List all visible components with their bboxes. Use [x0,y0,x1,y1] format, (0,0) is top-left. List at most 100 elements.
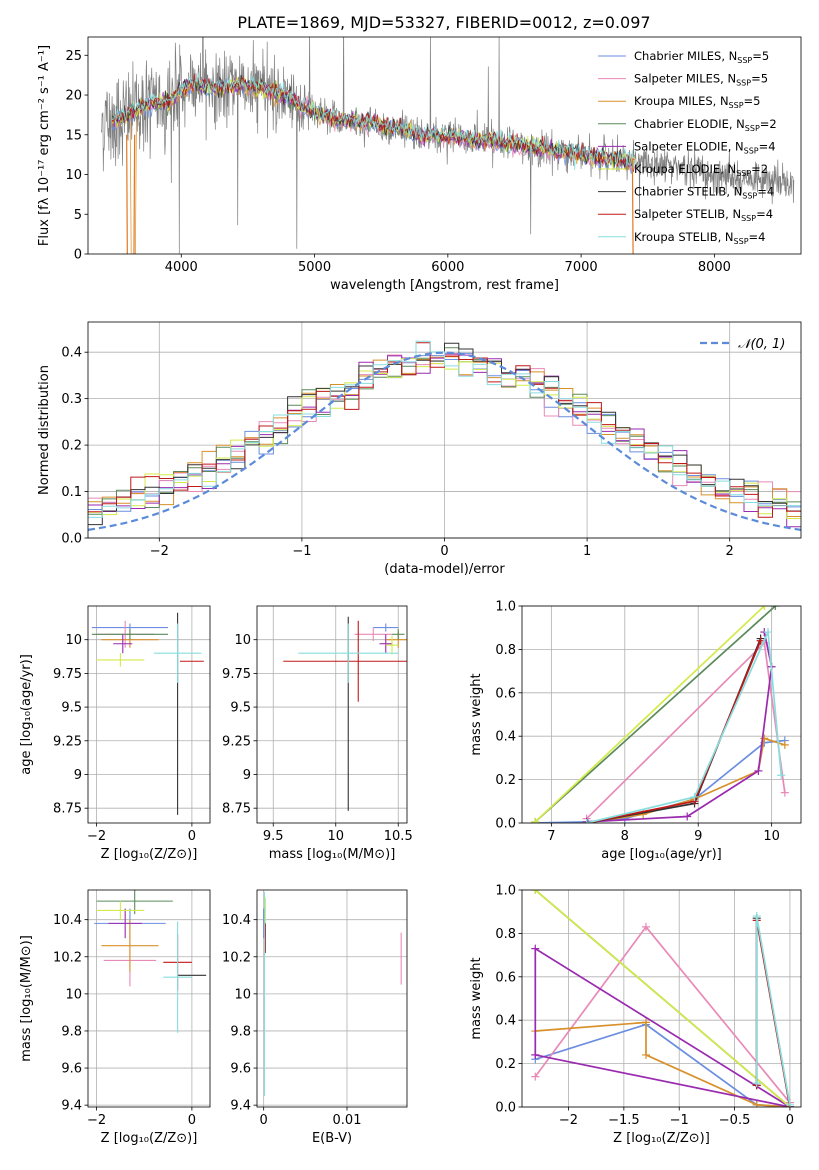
x-tick-label: 8 [621,829,629,844]
mass-weight-point [760,734,769,743]
y-tick-label: 9.25 [53,734,82,749]
mass-weight-line [534,606,776,823]
plot-area-mass_EBV [263,891,402,1096]
x-tick-label: 0 [188,829,196,844]
y-tick-label: 9.75 [53,667,82,682]
mass-weight-point [683,812,692,821]
axes-massweight_Z: −2 −1.5 −1 −0.5 0 0.0 0.2 0.4 0.6 0.8 1.0 Z [log₁₀(… [469,884,802,1146]
y-tick-label: 0.4 [61,346,82,361]
mass-weight-point [763,628,772,637]
y-tick-label: 10 [234,633,251,648]
mass-weight-point [780,788,789,797]
mass-weight-point [582,819,591,823]
residual-histogram [88,340,801,518]
model-edge-line [126,134,634,254]
legend-label: 𝒩(0, 1) [738,337,785,352]
y-tick-label: 9.75 [222,667,251,682]
mass-weight-line [586,628,783,823]
x-axis-label: age [log₁₀(age/yr)] [601,847,722,862]
legend-label: Salpeter MILES, NSSP=5 [634,72,768,88]
x-tick-label: 9.5 [263,829,284,844]
x-axis-label: mass [log₁₀(M/M⊙)] [269,847,396,862]
mass-weight-point [760,606,769,610]
model-spectrum-line [111,72,635,171]
mass-weight-point [642,1050,650,1059]
y-tick-label: 9 [74,768,82,783]
plot-area-massweight_Z [531,890,794,1107]
x-tick-label: 10 [327,829,344,844]
y-axis-label: mass weight [469,957,484,1039]
y-tick-label: 10 [65,633,82,648]
mass-weight-point [752,1100,761,1107]
legend-label: Kroupa ELODIE, NSSP=2 [634,162,768,178]
y-tick-label: 5 [74,208,82,223]
mass-weight-point [785,1100,794,1107]
y-tick-label: 9.5 [230,701,251,716]
x-tick-label: 0 [260,1113,268,1128]
spectrum-legend: Chabrier MILES, NSSP=5 Salpeter MILES, NS… [598,49,777,246]
y-tick-label: 25 [65,49,82,64]
axes-frame [256,605,408,824]
mass-weight-line [586,737,786,823]
axes-frame [87,605,211,824]
y-tick-label: 0.0 [61,532,82,547]
mass-weight-point [531,890,540,894]
axes-age_Z: −2 0 8.75 9 9.25 9.5 9.75 10 Z [log₁₀(Z/Z⊙)] age … [19,605,211,862]
mass-weight-line [534,606,765,823]
y-tick-label: 0.2 [61,439,82,454]
y-tick-label: 1.0 [495,884,516,899]
y-tick-label: 1.0 [495,600,516,615]
x-tick-label: 7000 [565,260,598,275]
y-tick-label: 10 [65,987,82,1002]
x-tick-label: −2 [150,544,169,559]
x-tick-label: 4000 [165,260,198,275]
axes-frame [87,36,802,255]
mass-weight-point [780,740,789,749]
plot-area-mass_Z [94,890,207,1033]
y-tick-label: 0.0 [495,817,516,832]
mass-weight-line [534,890,791,1107]
mass-weight-point [642,922,650,931]
x-tick-label: 0 [188,1113,196,1128]
x-tick-label: −2 [87,829,106,844]
y-axis-label: age [log₁₀(age/yr)] [19,654,34,775]
x-tick-label: 8000 [698,260,731,275]
mass-weight-point [752,912,761,921]
mass-weight-point [531,1072,540,1081]
y-tick-label: 9 [243,768,251,783]
x-axis-label: wavelength [Angstrom, rest frame] [330,278,559,293]
x-tick-label: 10 [763,829,780,844]
x-tick-label: 9 [694,829,702,844]
y-tick-label: 10 [234,987,251,1002]
y-tick-label: 10.4 [222,913,251,928]
axes-frame [521,889,802,1108]
x-tick-label: 1 [583,544,591,559]
x-tick-label: 10.5 [384,829,413,844]
plot-area-spectrum [100,37,795,254]
x-tick-label: −0.5 [719,1113,751,1128]
mass-weight-point [777,771,786,780]
y-tick-label: 0.6 [495,970,516,985]
y-tick-label: 9.4 [61,1099,82,1114]
plot-area-residuals [88,340,801,531]
y-tick-label: 9.8 [61,1024,82,1039]
y-tick-label: 0.3 [61,392,82,407]
mass-weight-point [531,1050,540,1059]
y-tick-label: 0.2 [495,773,516,788]
x-tick-label: −2 [559,1113,578,1128]
axes-spectrum: 4000 5000 6000 7000 8000 0 5 10 15 20 25 wavelength… [37,36,802,293]
y-tick-label: 0.1 [61,485,82,500]
x-tick-label: −1 [292,544,311,559]
x-axis-label: (data-model)/error [384,562,505,577]
mass-weight-point [642,1018,650,1027]
x-tick-label: −1.5 [608,1113,640,1128]
y-axis-label: Normed distribution [37,365,52,495]
x-tick-label: 0 [786,1113,794,1128]
y-tick-label: 0 [74,248,82,263]
axes-frame [521,605,802,824]
axes-frame [87,889,211,1108]
x-axis-label: Z [log₁₀(Z/Z⊙)] [613,1131,710,1146]
legend-label: Chabrier STELIB, NSSP=4 [634,185,774,201]
mass-weight-point [690,792,699,801]
